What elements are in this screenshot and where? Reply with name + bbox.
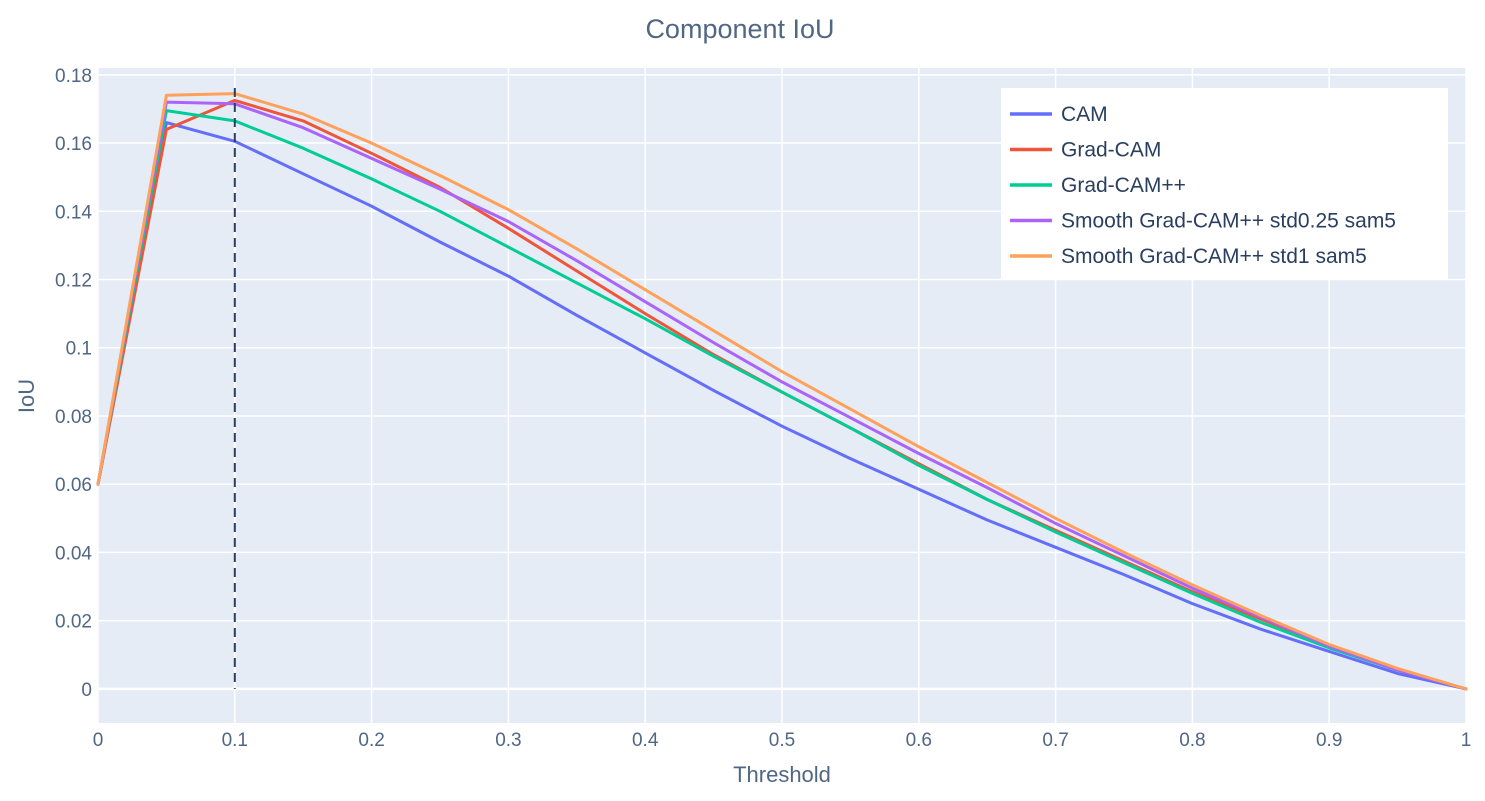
x-tick-label: 0.6 (906, 730, 932, 751)
series-line-cam (96, 121, 1468, 691)
y-tick-label: 0.18 (55, 66, 92, 87)
y-tick-label: 0.08 (55, 407, 92, 428)
x-tick-label: 0.2 (358, 730, 384, 751)
y-axis-title: IoU (14, 379, 39, 413)
x-tick-label: 0.3 (495, 730, 521, 751)
x-tick-label: 0.7 (1042, 730, 1068, 751)
y-tick-labels: 0 0.02 0.04 0.06 0.08 0.1 0.12 0.14 0.16 0.18 (55, 66, 92, 701)
y-tick-label: 0.16 (55, 134, 92, 155)
y-tick-label: 0.02 (55, 612, 92, 633)
y-tick-label: 0.1 (66, 339, 92, 360)
legend-label: CAM (1061, 103, 1108, 126)
y-tick-label: 0 (81, 680, 92, 701)
legend-label: Smooth Grad-CAM++ std0.25 sam5 (1061, 210, 1396, 233)
series-line-smooth-grad-cam-std1-sam5 (96, 92, 1468, 691)
y-tick-label: 0.12 (55, 271, 92, 292)
chart-title: Component IoU (645, 14, 834, 44)
x-tick-label: 0.4 (632, 730, 659, 751)
series-line-smooth-grad-cam-std0-25-sam5 (96, 100, 1468, 691)
y-tick-label: 0.04 (55, 543, 92, 564)
legend-box (1001, 88, 1448, 279)
y-tick-label: 0.14 (55, 202, 92, 223)
x-tick-label: 0.9 (1316, 730, 1342, 751)
legend-label: Smooth Grad-CAM++ std1 sam5 (1061, 245, 1367, 268)
x-tick-label: 0 (93, 730, 104, 751)
legend-label: Grad-CAM++ (1061, 174, 1186, 197)
x-tick-label: 1 (1461, 730, 1472, 751)
series-lines (96, 92, 1468, 691)
x-axis-title: Threshold (733, 762, 831, 787)
x-tick-label: 0.1 (222, 730, 248, 751)
x-tick-label: 0.5 (769, 730, 795, 751)
x-tick-label: 0.8 (1179, 730, 1205, 751)
x-tick-labels: 0 0.1 0.2 0.3 0.4 0.5 0.6 0.7 0.8 0.9 1 (93, 730, 1472, 751)
legend: CAM Grad-CAM Grad-CAM++ Smooth Grad-CAM++ s… (1001, 88, 1448, 279)
y-tick-label: 0.06 (55, 475, 92, 496)
series-line-grad-cam (96, 109, 1468, 691)
legend-label: Grad-CAM (1061, 139, 1161, 162)
